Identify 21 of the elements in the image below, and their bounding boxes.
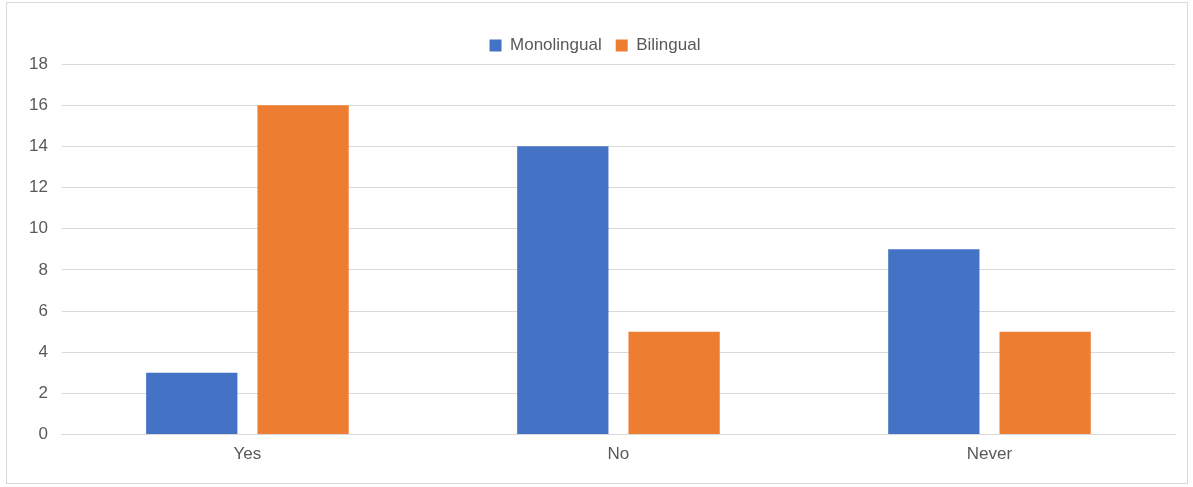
legend-label: Bilingual — [636, 35, 701, 55]
bar — [888, 249, 980, 435]
y-tick-label: 4 — [38, 341, 48, 361]
y-tick-label: 10 — [28, 218, 48, 238]
y-tick-label: 2 — [38, 383, 48, 403]
y-tick-label: 14 — [28, 136, 48, 156]
y-tick-label: 0 — [38, 424, 48, 444]
bar — [146, 372, 238, 435]
y-tick-label: 6 — [38, 300, 48, 320]
y-tick-label: 16 — [28, 94, 48, 114]
y-tick-label: 18 — [28, 53, 48, 73]
bar — [628, 331, 720, 435]
x-tick-label: Never — [966, 444, 1013, 464]
y-tick-label: 8 — [38, 259, 48, 279]
bar — [517, 146, 609, 435]
x-tick-label: No — [607, 444, 630, 464]
legend-label: Monolingual — [510, 35, 602, 55]
x-tick-label: Yes — [233, 444, 262, 464]
y-tick-label: 12 — [28, 177, 48, 197]
bar — [257, 105, 349, 435]
bar — [999, 331, 1091, 435]
